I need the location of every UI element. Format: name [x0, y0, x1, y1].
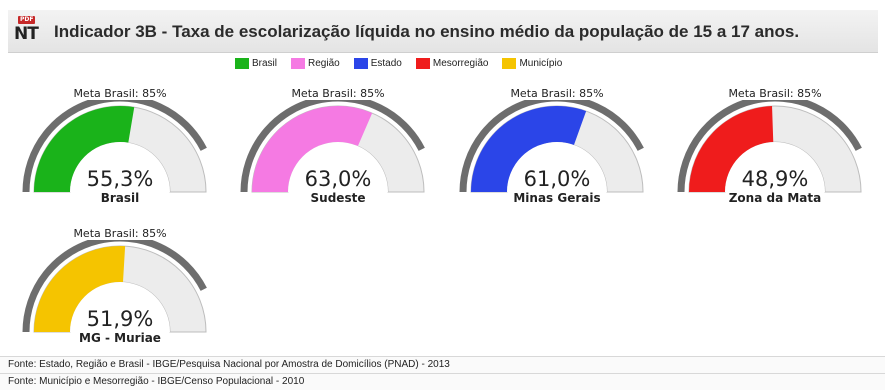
legend-swatch: [235, 58, 249, 69]
gauge-svg: [677, 100, 862, 193]
gauge-value-label: 51,9%: [86, 307, 154, 331]
legend-swatch: [291, 58, 306, 69]
legend-label: Brasil: [252, 58, 278, 69]
legend-item: Mesorregião: [415, 58, 489, 69]
gauge-value-fill: [471, 106, 587, 192]
gauge-target-rim: [677, 100, 862, 193]
legend-item: Município: [502, 58, 562, 69]
pdf-badge: PDF: [18, 16, 36, 24]
gauge-region-label: Zona da Mata: [728, 191, 822, 205]
nt-label: NT: [14, 24, 39, 44]
legend-label: Região: [308, 58, 340, 69]
gauge-target-rim: [240, 100, 425, 193]
gauge: Meta Brasil: 85% 51,9% MG - Muriae: [20, 227, 220, 358]
legend-item: Brasil: [235, 58, 277, 69]
gauge-svg: [240, 100, 425, 193]
gauge-region-label: Minas Gerais: [513, 191, 601, 205]
legend-label: Mesorregião: [432, 58, 489, 69]
gauge-target-label: Meta Brasil: 85%: [73, 87, 167, 100]
legend-swatch: [353, 58, 368, 69]
legend-label: Estado: [370, 58, 402, 69]
legend-swatch: [502, 58, 517, 69]
gauge-center: [725, 142, 825, 192]
chart-title: Indicador 3B - Taxa de escolarização líq…: [54, 22, 800, 41]
gauge-target-label: Meta Brasil: 85%: [510, 87, 604, 100]
gauge-target-label: Meta Brasil: 85%: [73, 227, 167, 240]
gauge-target-rim: [459, 100, 644, 193]
gauge: Meta Brasil: 85% 61,0% Minas Gerais: [457, 87, 657, 218]
gauge: Meta Brasil: 85% 63,0% Sudeste: [238, 87, 438, 218]
gauge-center: [507, 142, 607, 192]
gauge-region-label: Sudeste: [310, 191, 366, 205]
gauge-center: [70, 142, 170, 192]
gauge-value-label: 63,0%: [304, 167, 372, 191]
gauge-value-fill: [252, 105, 373, 192]
gauge-center: [70, 282, 170, 332]
legend-item: Estado: [353, 58, 402, 69]
gauge-center: [288, 142, 388, 192]
gauge-value-fill: [689, 106, 774, 192]
gauge-svg: [22, 100, 207, 193]
gauge-value-label: 61,0%: [523, 167, 591, 191]
legend-item: Região: [291, 58, 340, 69]
gauge: Meta Brasil: 85% 48,9% Zona da Mata: [675, 87, 875, 218]
gauge-target-rim: [22, 100, 207, 193]
gauge-svg: [22, 240, 207, 333]
nt-document-icon: PDF NT: [14, 16, 42, 44]
legend-swatch: [415, 58, 430, 69]
chart-header: PDF NT Indicador 3B - Taxa de escolariza…: [8, 10, 878, 53]
gauge-svg: [459, 100, 644, 193]
gauge-value-label: 55,3%: [86, 167, 154, 191]
gauge-region-label: MG - Muriae: [79, 331, 161, 345]
gauge-value-fill: [34, 246, 126, 332]
gauge-target-rim: [22, 240, 207, 333]
gauge-region-label: Brasil: [100, 191, 140, 205]
gauge-target-label: Meta Brasil: 85%: [728, 87, 822, 100]
source-line-2: Fonte: Município e Mesorregião - IBGE/Ce…: [0, 373, 885, 390]
gauge-value-label: 48,9%: [741, 167, 809, 191]
sources: Fonte: Estado, Região e Brasil - IBGE/Pe…: [0, 356, 885, 390]
gauge-target-label: Meta Brasil: 85%: [291, 87, 385, 100]
source-line-1: Fonte: Estado, Região e Brasil - IBGE/Pe…: [0, 356, 885, 373]
legend: Brasil Região Estado Mesorregião Município: [235, 58, 562, 69]
gauge-value-fill: [34, 105, 135, 192]
legend-label: Município: [519, 58, 563, 69]
gauge: Meta Brasil: 85% 55,3% Brasil: [20, 87, 220, 218]
